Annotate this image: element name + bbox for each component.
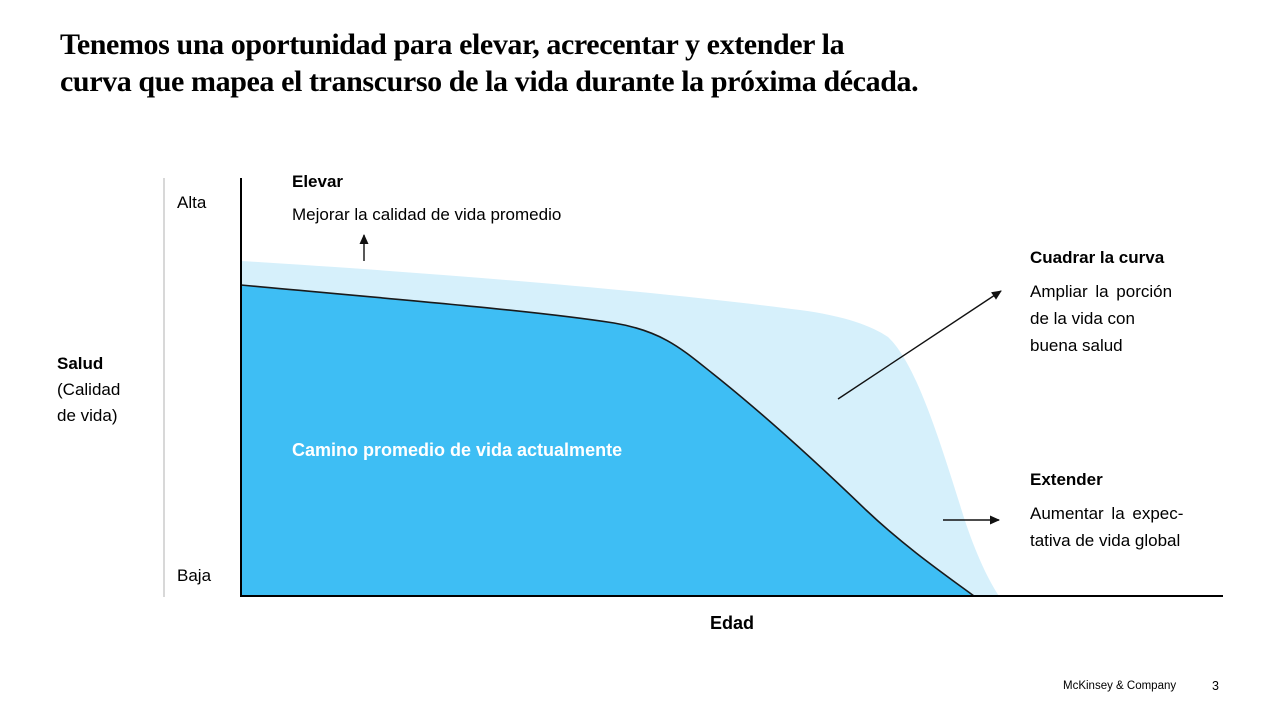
annotation-cuadrar-line-1: Ampliar la porción [1030,282,1173,301]
cuadrar-arrow [837,290,1002,400]
slide-title-line-2: curva que mapea el transcurso de la vida… [60,65,919,98]
y-tick-baja: Baja [177,566,212,585]
annotation-cuadrar: Cuadrar la curva Ampliar la porción de l… [1030,247,1215,359]
y-axis-title: Salud (Calidad de vida) [57,351,120,429]
annotation-elevar: Elevar Mejorar la calidad de vida promed… [292,171,561,226]
y-tick-alta: Alta [177,193,207,212]
y-axis-title-sub-2: de vida) [57,406,118,425]
current-curve-area [240,284,977,597]
slide-title: Tenemos una oportunidad para elevar, acr… [60,26,1220,100]
x-axis-title: Edad [709,613,754,633]
annotation-extender-line-1: Aumentar la expec- [1030,504,1184,523]
annotation-elevar-title: Elevar [292,172,344,191]
footer-brand: McKinsey & Company [1063,680,1177,692]
annotation-extender-line-2: tativa de vida global [1030,531,1181,550]
footer-page-number: 3 [1212,679,1219,693]
annotation-extender-title: Extender [1030,470,1103,489]
annotation-cuadrar-line-2: de la vida con [1030,309,1135,328]
y-axis-title-main: Salud [57,354,104,373]
annotation-cuadrar-line-3: buena salud [1030,336,1123,355]
current-area-label: Camino promedio de vida actualmente [292,440,623,460]
annotation-extender: Extender Aumentar la expec- tativa de vi… [1030,469,1225,554]
y-axis-title-sub-1: (Calidad [57,380,121,399]
slide-title-line-1: Tenemos una oportunidad para elevar, acr… [60,28,845,61]
annotation-elevar-text: Mejorar la calidad de vida promedio [292,205,562,224]
annotation-cuadrar-title: Cuadrar la curva [1030,248,1165,267]
